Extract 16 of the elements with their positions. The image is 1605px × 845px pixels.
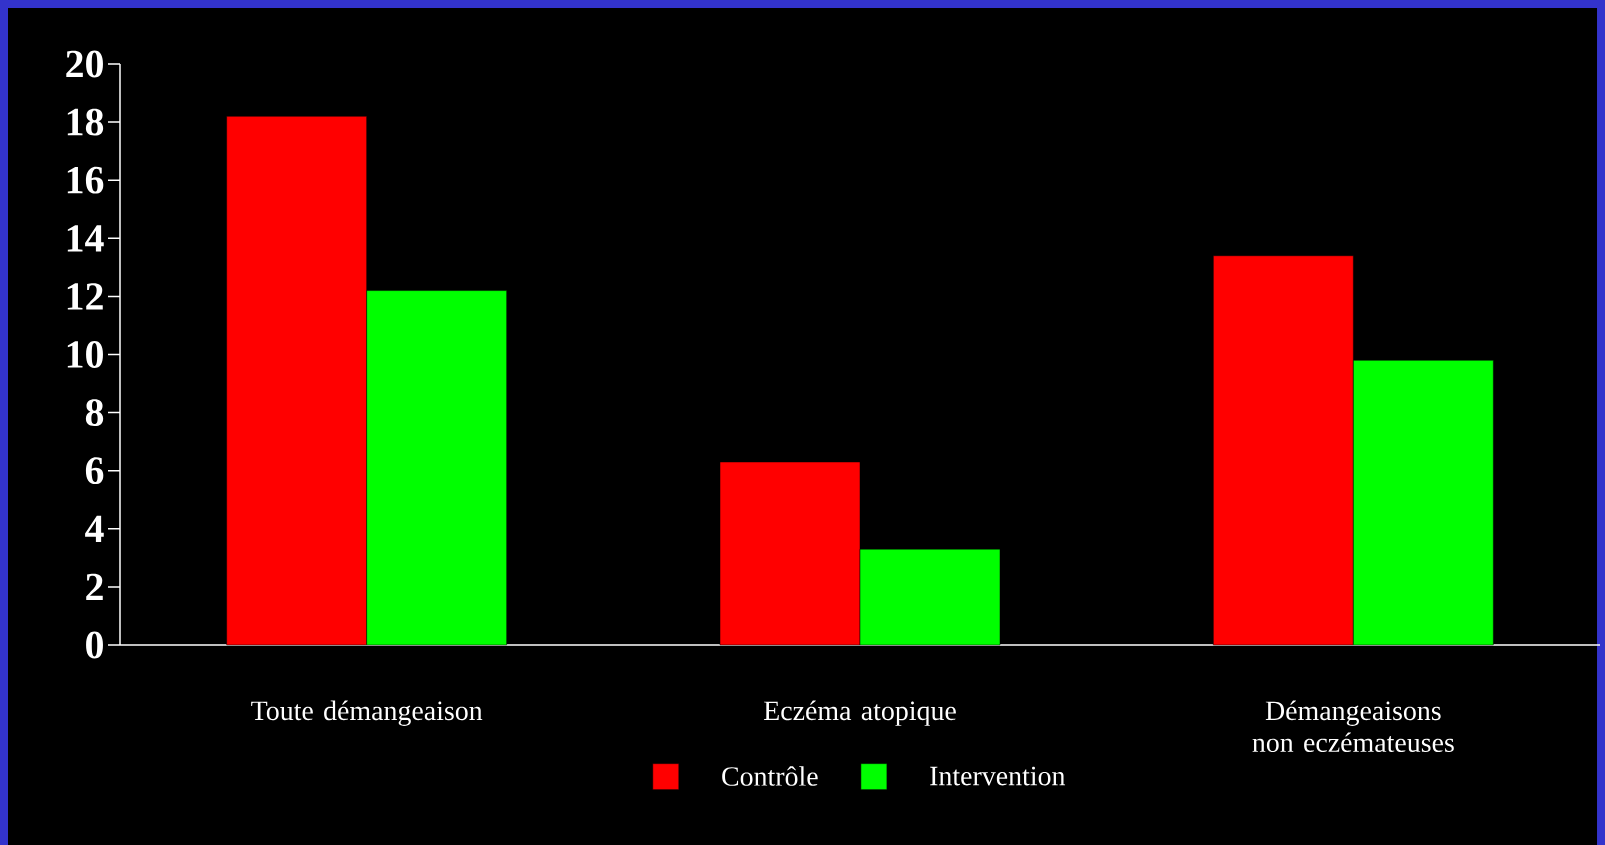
y-tick-label: 14 <box>67 225 104 252</box>
x-tick-label: Démangeaisons non eczémateuses <box>1252 700 1454 753</box>
y-tick-label: 8 <box>85 399 104 427</box>
y-tick-label: 16 <box>67 166 104 194</box>
y-tick-label: 6 <box>85 457 104 485</box>
y-tick-label: 0 <box>86 631 103 659</box>
y-tick-label: 10 <box>67 341 103 368</box>
legend-label: Contrôle <box>722 766 818 786</box>
x-tick-label: Toute démangeaison <box>251 700 483 726</box>
y-tick-label: 4 <box>85 515 104 542</box>
y-tick-label: 2 <box>86 573 103 601</box>
legend-label: Intervention <box>930 766 1066 786</box>
x-tick-label: Eczéma atopique <box>763 700 956 726</box>
y-tick-label: 20 <box>66 50 103 78</box>
y-tick-label: 12 <box>67 283 103 310</box>
y-tick-label: 18 <box>67 108 104 136</box>
